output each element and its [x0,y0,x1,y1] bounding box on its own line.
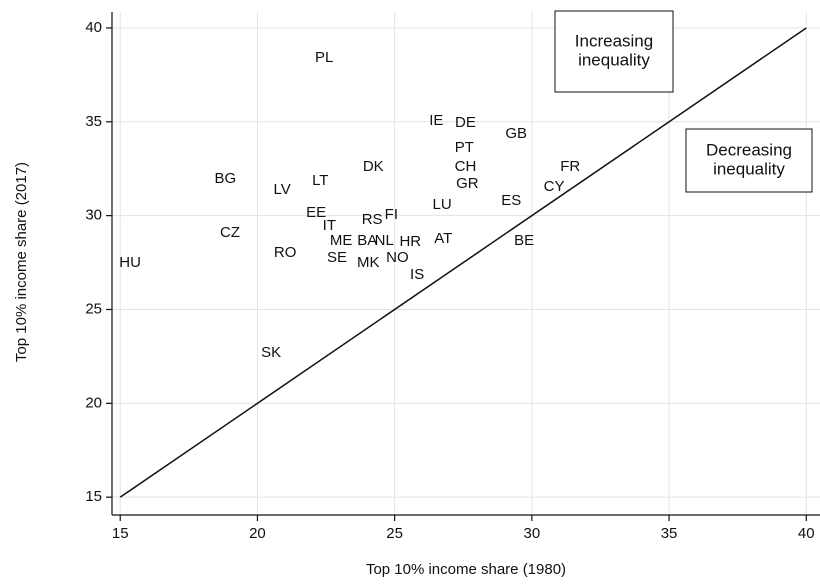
x-tick-label: 25 [386,525,403,542]
point-label: BE [514,232,534,249]
point-label: LV [274,181,291,198]
point-label: DE [455,114,476,131]
x-tick-label: 30 [524,525,541,542]
annotation-text: inequality [713,159,785,178]
annotation-text: Increasing [575,31,653,50]
x-tick-label: 40 [798,525,815,542]
point-label: DK [363,158,384,175]
reference-line [119,27,807,498]
point-label: CH [455,158,477,175]
point-label: PT [455,139,474,156]
point-label: IT [323,217,336,234]
point-label: RS [362,211,383,228]
y-tick-label: 35 [85,113,102,130]
point-label: AT [434,230,452,247]
y-tick-label: 40 [85,19,102,36]
point-label: HR [399,233,421,250]
point-label: SK [261,344,281,361]
point-label: NO [386,249,409,266]
y-tick-label: 20 [85,394,102,411]
point-label: IE [429,112,443,129]
point-label: NL [375,232,394,249]
y-tick-label: 15 [85,488,102,505]
point-label: HU [119,254,141,271]
point-label: FI [385,206,398,223]
point-label: MK [357,254,380,271]
point-label: ES [501,192,521,209]
annotation-text: inequality [578,50,650,69]
point-label: CY [544,178,565,195]
point-label: BG [214,170,236,187]
point-label: EE [306,204,326,221]
point-label: CZ [220,224,240,241]
x-tick-label: 15 [112,525,129,542]
point-label: ME [330,232,353,249]
point-label: FR [560,158,580,175]
point-label: BA [357,232,377,249]
point-label: PL [315,49,333,66]
point-label: IS [410,266,424,283]
y-axis-label: Top 10% income share (2017) [13,162,30,362]
point-label: RO [274,244,297,261]
x-axis-label: Top 10% income share (1980) [366,561,566,578]
y-tick-label: 25 [85,300,102,317]
point-label: GB [505,125,527,142]
y-tick-label: 30 [85,207,102,224]
annotation-text: Decreasing [706,140,792,159]
point-label: SE [327,249,347,266]
x-tick-label: 35 [661,525,678,542]
point-label: LT [312,172,328,189]
x-tick-label: 20 [249,525,266,542]
annotation-box [554,10,674,93]
annotation-box [685,128,813,193]
point-label: LU [433,196,452,213]
point-label: GR [456,175,479,192]
